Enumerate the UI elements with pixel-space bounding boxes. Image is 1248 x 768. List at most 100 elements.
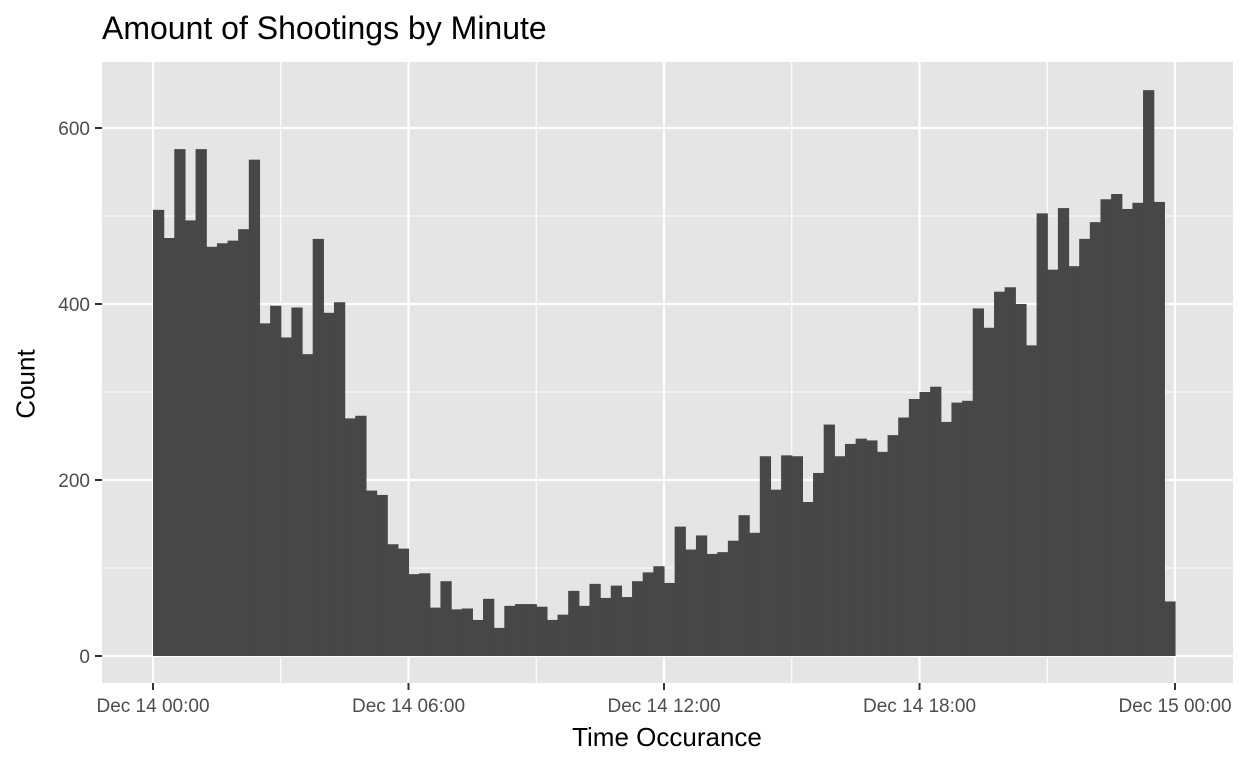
histogram-bar (876, 451, 889, 656)
x-axis-label: Time Occurance (572, 722, 762, 752)
histogram-bar (951, 402, 963, 656)
histogram-bar (802, 502, 814, 656)
histogram-bar (504, 605, 516, 656)
histogram-bar (461, 608, 473, 656)
histogram-bar (674, 526, 686, 656)
histogram-bar (898, 417, 910, 656)
histogram-bar (642, 572, 654, 656)
histogram-bar (312, 238, 324, 656)
histogram-bar (653, 566, 665, 656)
y-axis: 0 200 400 600 (58, 119, 102, 668)
histogram-bar (408, 574, 420, 656)
histogram-bar (621, 597, 633, 656)
histogram-bar (153, 209, 165, 656)
histogram-bar (834, 456, 846, 656)
histogram-bar (855, 438, 867, 656)
histogram-bar (749, 532, 761, 656)
histogram-bar (983, 327, 995, 656)
x-tick-label: Dec 14 06:00 (352, 696, 465, 717)
x-tick-label: Dec 14 18:00 (863, 696, 976, 717)
histogram-bar (536, 606, 548, 656)
histogram-bar (610, 585, 623, 656)
x-tick-label: Dec 14 12:00 (607, 696, 720, 717)
x-tick-label: Dec 15 00:00 (1118, 696, 1231, 717)
histogram-bar (1121, 208, 1134, 656)
histogram-bar (216, 243, 229, 656)
histogram-bar (770, 489, 782, 656)
histogram-bar (184, 220, 197, 656)
histogram-bar (429, 607, 442, 656)
y-tick-label: 600 (58, 119, 90, 140)
y-tick-label: 200 (58, 471, 90, 492)
histogram-bar (759, 456, 772, 656)
histogram-bar (706, 553, 718, 656)
histogram-bar (844, 443, 857, 656)
histogram-bar (1047, 269, 1059, 656)
histogram-bar (1143, 90, 1155, 656)
histogram-bar (1057, 208, 1070, 656)
histogram-bar (578, 605, 591, 656)
histogram-bar (365, 490, 378, 656)
histogram-bar (962, 400, 974, 656)
x-tick-label: Dec 14 00:00 (96, 696, 209, 717)
histogram-bar (483, 598, 495, 656)
histogram-bar (451, 609, 463, 656)
histogram-bar (632, 581, 644, 656)
histogram-bar (664, 582, 676, 656)
histogram-bar (1100, 199, 1112, 656)
histogram-bar (589, 583, 601, 656)
histogram-bar (972, 308, 984, 656)
histogram-bar (685, 549, 697, 656)
histogram-bar (919, 392, 931, 656)
histogram-bar (1132, 202, 1144, 657)
histogram-bar (376, 494, 388, 656)
histogram-bar (227, 240, 239, 656)
histogram-bar (472, 619, 484, 656)
histogram-bar (1015, 304, 1027, 656)
histogram-bar (1111, 194, 1123, 656)
histogram-bar (1153, 201, 1165, 657)
histogram-bar (514, 604, 527, 656)
histogram-bar (908, 399, 921, 656)
histogram-bar (791, 456, 803, 656)
histogram-bar (823, 424, 835, 656)
histogram-bar (1089, 222, 1102, 656)
histogram-bar (493, 627, 505, 656)
histogram-bar (1004, 287, 1016, 656)
histogram-bar (940, 421, 953, 656)
histogram-bar (695, 535, 708, 656)
histogram-bar (1164, 601, 1176, 656)
histogram-bar (930, 386, 942, 656)
histogram-bar (738, 515, 750, 656)
histogram-bar (1079, 238, 1091, 656)
histogram-bar (195, 149, 207, 656)
histogram-bar (259, 323, 271, 656)
histogram-bar (994, 291, 1006, 656)
x-axis: Dec 14 00:00 Dec 14 06:00 Dec 14 12:00 Dec … (96, 683, 1232, 717)
histogram-bar (344, 418, 356, 656)
histogram-bar (323, 312, 335, 656)
histogram-bar (174, 149, 186, 656)
histogram-bar (248, 159, 261, 656)
histogram-bar (270, 305, 282, 656)
histogram-bar (781, 455, 793, 656)
histogram-bar (568, 590, 580, 656)
histogram-bar (397, 548, 410, 656)
histogram-bar (1025, 345, 1038, 656)
histogram-bar (291, 307, 303, 656)
histogram-bar (717, 552, 729, 656)
histogram-bar (1036, 213, 1048, 657)
histogram-bar (238, 229, 250, 656)
histogram-bars (153, 90, 1176, 657)
histogram-bar (333, 302, 346, 656)
histogram-bar (280, 337, 292, 656)
histogram-bar (206, 246, 218, 657)
histogram-bar (302, 354, 314, 656)
histogram-bar (557, 614, 569, 656)
histogram-bar (387, 544, 399, 656)
histogram-bar (887, 435, 899, 656)
histogram-bar (546, 619, 559, 656)
y-tick-label: 400 (58, 295, 90, 316)
histogram-bar (525, 604, 537, 656)
